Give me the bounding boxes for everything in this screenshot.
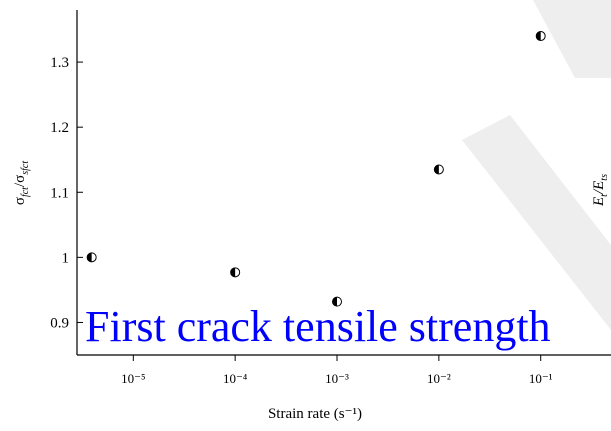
marker-half (332, 297, 338, 307)
y-tick-label: 1.1 (50, 185, 69, 201)
watermark (462, 115, 611, 330)
marker-half (87, 252, 92, 262)
y-tick-label: 1 (62, 250, 70, 266)
marker (230, 267, 241, 278)
x-tick-label: 10⁻¹ (529, 371, 553, 386)
y-axis-label: σfct/σsfct (12, 161, 31, 205)
watermark (533, 0, 611, 78)
chart-title: First crack tensile strength (85, 302, 551, 351)
marker (535, 31, 546, 42)
x-tick-label: 10⁻⁴ (223, 371, 248, 386)
y-tick-label: 0.9 (50, 315, 69, 331)
x-tick-label: 10⁻² (427, 371, 451, 386)
marker (86, 252, 97, 263)
marker (433, 164, 444, 175)
marker-half (434, 164, 439, 174)
y-tick-label: 1.2 (50, 120, 69, 136)
marker-half (230, 267, 236, 277)
marker-half (536, 31, 541, 41)
x-tick-label: 10⁻³ (325, 371, 349, 386)
x-axis-label: Strain rate (s⁻¹) (268, 406, 362, 422)
y2-axis-label: Et/Ets (591, 174, 610, 207)
x-tick-label: 10⁻⁵ (121, 371, 145, 386)
y-tick-label: 1.3 (50, 55, 69, 71)
marker (332, 296, 343, 307)
